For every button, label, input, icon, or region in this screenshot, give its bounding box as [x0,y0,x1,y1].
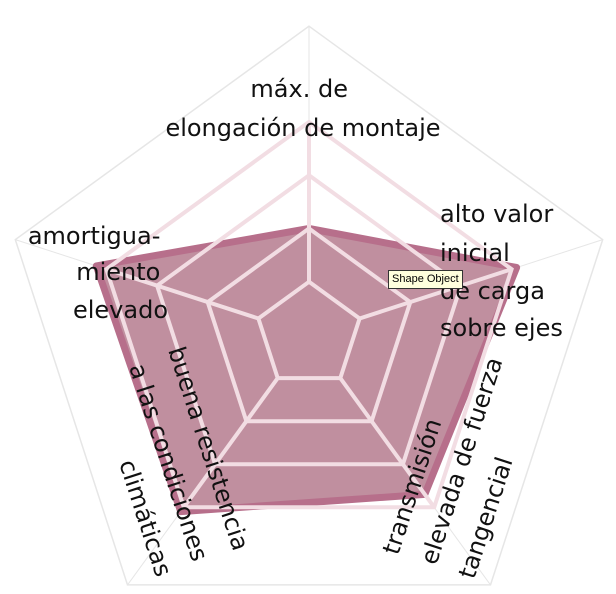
grid-spoke [358,267,513,321]
grid-spoke [105,267,260,321]
axis-label-carga: alto valor inicial de carga sobre ejes [440,200,563,342]
radar-grid [104,119,514,510]
axis-label-line: miento [76,258,160,286]
axis-label-line: sobre ejes [440,314,563,342]
shape-object-tooltip: Shape Object [388,270,463,289]
axis-label-line: máx. de [250,75,348,103]
grid-ring [104,119,514,510]
grid-ring [154,172,464,467]
axis-label-line: amortigua- [28,222,161,250]
axis-label-line: elevado [73,296,168,324]
outer-grid-ring [14,25,604,586]
axis-label-amortiguamiento: amortigua- miento elevado [28,222,168,324]
grid-spoke [182,376,280,509]
grid-ring [205,226,413,424]
grid-ring [256,279,362,381]
axis-label-line: inicial [440,239,510,267]
axis-label-line: alto valor [440,200,553,228]
axis-label-line: elongación de montaje [165,114,440,142]
grid-spoke [338,376,436,509]
axis-label-elongacion: máx. de elongación de montaje [165,75,440,142]
